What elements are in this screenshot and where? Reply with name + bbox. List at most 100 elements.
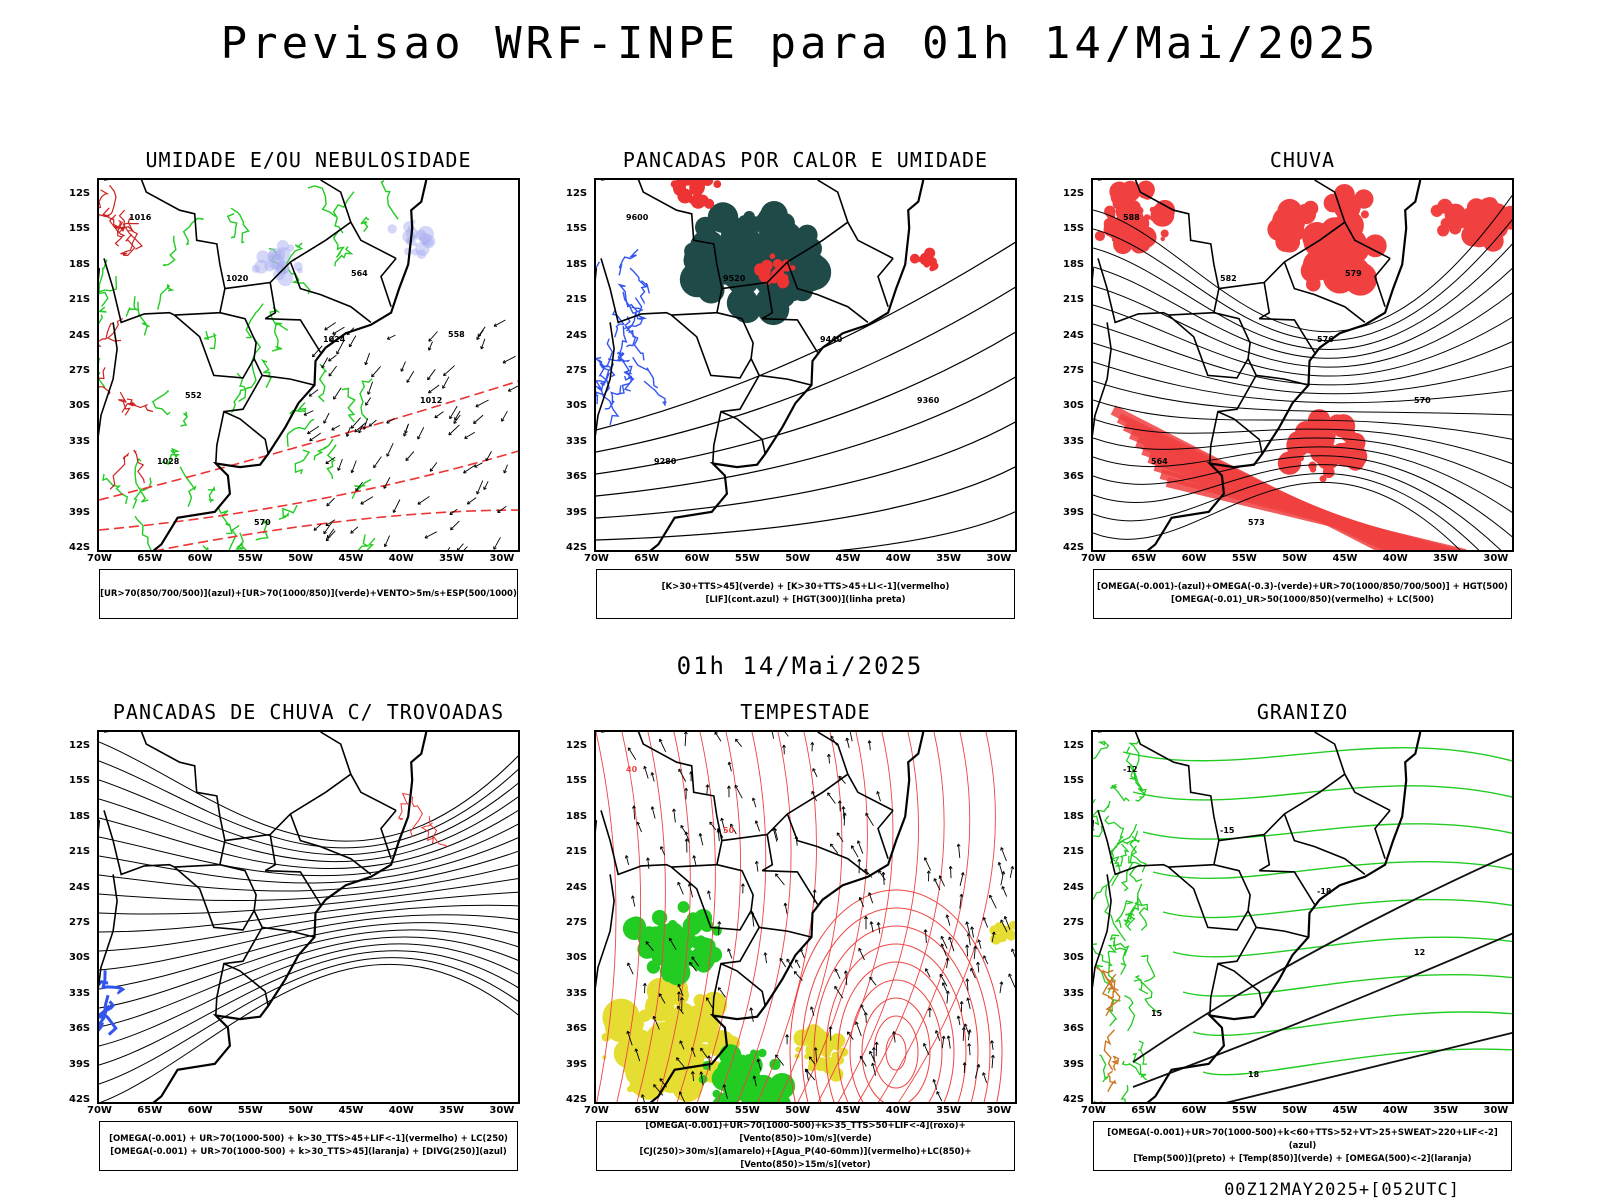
lon-tick: 40W [1382,1105,1408,1116]
map-panel-pancadas-calor: 9600 9520 9440 9360 9280 [594,178,1017,552]
lat-tick: 18S [566,258,588,270]
lat-tick: 24S [1063,881,1085,893]
lat-tick: 24S [566,329,588,341]
panel-title-trovoadas: PANCADAS DE CHUVA C/ TROVOADAS [112,700,505,724]
legend-tempestade: [OMEGA(-0.001)+UR>70(1000-500)+k>35_TTS>… [596,1121,1015,1171]
lat-tick: 36S [1063,471,1085,483]
map-borders [596,180,925,550]
lon-tick: 50W [1282,553,1308,564]
lon-tick: 65W [1131,553,1157,564]
lat-tick: 33S [566,987,588,999]
panel-title-granizo: GRANIZO [1256,700,1349,724]
lat-tick: 27S [566,917,588,928]
lon-tick: 65W [137,553,163,564]
lat-tick: 33S [69,987,91,999]
red-contours [99,184,154,490]
lat-tick: 18S [69,258,91,270]
contour-label: 15 [1151,1009,1163,1018]
lon-tick: 45W [1332,553,1358,564]
legend-line: [LIF](cont.azul) + [HGT(300)](linha pret… [705,595,906,605]
lon-tick: 50W [288,1105,314,1116]
lon-tick: 50W [785,553,811,564]
lon-tick: 40W [885,1105,911,1116]
lon-tick: 45W [835,1105,861,1116]
lon-tick: 35W [1433,553,1459,564]
contour-label: 564 [351,269,368,278]
rain-band [1110,405,1467,550]
contour-label: -12 [1123,765,1137,774]
lat-tick: 21S [69,846,91,858]
lon-tick: 30W [489,1105,515,1116]
lon-tick: 45W [835,553,861,564]
lon-tick: 65W [634,553,660,564]
wind-vectors [922,843,1015,1102]
lat-tick: 27S [566,365,588,376]
divergence-shade [99,970,126,1036]
lon-tick: 60W [684,553,710,564]
lon-tick: 60W [187,553,213,564]
lon-tick: 65W [137,1105,163,1116]
contour-label: 579 [1345,269,1362,278]
lon-tick: 70W [584,1105,609,1116]
contour-label: -18 [1317,887,1332,896]
lat-tick: 21S [566,294,588,306]
lon-tick: 60W [1181,1105,1207,1116]
lat-tick: 15S [566,775,588,787]
contour-label: 9360 [917,396,940,405]
lat-tick: 18S [1063,258,1085,270]
rain-shade [1430,197,1512,252]
lat-tick: 12S [1063,188,1085,199]
lon-tick: 70W [584,553,609,564]
lat-tick: 12S [566,188,588,199]
lat-tick: 21S [1063,294,1085,306]
lif-contours [596,248,667,426]
legend-line: [OMEGA(-0.01)_UR>50(1000/850)(vermelho) … [1170,595,1435,605]
contour-labels: 40 50 [626,765,735,835]
map-borders [99,732,428,1102]
map-borders [596,732,925,1102]
legend-line: [OMEGA(-0.001) + UR>70(1000-500) + k>30_… [110,1147,507,1157]
lat-tick: 21S [1063,846,1085,858]
lon-tick: 70W [87,553,112,564]
lon-tick: 40W [388,1105,414,1116]
legend-line: [OMEGA(-0.001)+UR>70(1000-500)+k>35_TTS>… [645,1121,966,1144]
lat-tick: 39S [69,1058,91,1070]
lon-tick: 70W [87,1105,112,1116]
lat-tick: 42S [566,542,588,553]
lat-tick: 42S [1063,1094,1085,1105]
lon-tick: 40W [1382,553,1408,564]
lat-tick: 27S [69,917,91,928]
lon-tick: 55W [237,1105,263,1116]
panel-title-tempestade: TEMPESTADE [740,700,871,724]
lat-tick: 27S [1063,917,1085,928]
contour-label: 570 [1414,396,1431,405]
lat-tick: 15S [1063,775,1085,787]
lat-tick: 15S [69,775,91,787]
lon-tick: 30W [986,553,1012,564]
lon-tick: 30W [489,553,515,564]
contour-label: 1024 [323,335,346,344]
hgt300-contours [596,241,1015,550]
contour-label: 552 [185,391,202,400]
lat-tick: 15S [1063,223,1085,235]
lat-tick: 36S [69,471,91,483]
run-footer: 00Z12MAY2025+[052UTC] [1224,1180,1460,1200]
contour-labels: 9600 9520 9440 9360 9280 [626,213,940,466]
lat-tick: 42S [69,542,91,553]
lat-tick: 24S [69,881,91,893]
lat-tick: 39S [1063,506,1085,518]
lat-tick: 27S [1063,365,1085,376]
contour-label: 9600 [626,213,649,222]
legend-line: [Temp(500)](preto) + [Temp(850)](verde) … [1133,1153,1472,1164]
map-panel-chuva: 588 582 576 570 564 573 579 [1091,178,1514,552]
contour-label: 18 [1248,1070,1260,1079]
contour-labels: 1016 1020 1024 1012 1028 570 564 558 552 [129,213,465,527]
lat-tick: 18S [1063,810,1085,822]
contour-label: 576 [1317,335,1334,344]
lat-tick: 24S [69,329,91,341]
lat-tick: 42S [69,1094,91,1105]
humidity-low-contours [99,180,399,550]
wind-vectors [303,319,518,550]
map-borders [99,180,428,550]
lon-tick: 40W [885,553,911,564]
